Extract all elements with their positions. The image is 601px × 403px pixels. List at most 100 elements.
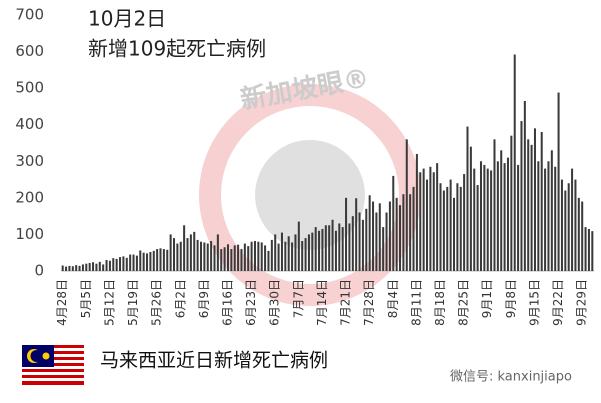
bar [587, 228, 590, 271]
x-tick-label: 9月1日 [480, 279, 494, 318]
bar [267, 250, 270, 271]
bar [348, 223, 351, 271]
bar [550, 150, 553, 271]
caption: 马来西亚近日新增死亡病例 [100, 350, 328, 372]
bar [98, 261, 101, 271]
bar [544, 168, 547, 271]
bar [368, 195, 371, 271]
bar [486, 168, 489, 271]
bar [253, 241, 256, 271]
bar [250, 241, 253, 271]
bar [284, 241, 287, 271]
bar [365, 208, 368, 271]
bar [571, 168, 574, 271]
x-tick-label: 9月8日 [504, 279, 518, 318]
bar [378, 203, 381, 271]
chart-subtitle: 新增109起死亡病例 [88, 37, 266, 61]
y-tick-label: 400 [15, 115, 44, 133]
bar [334, 230, 337, 271]
bar [92, 262, 95, 271]
bar [210, 241, 213, 271]
bar [473, 168, 476, 271]
bar [139, 250, 142, 271]
bar [530, 144, 533, 271]
bar [351, 216, 354, 271]
bar [560, 179, 563, 271]
bar [402, 194, 405, 271]
bar [280, 232, 283, 271]
bar [506, 157, 509, 271]
y-tick-label: 500 [15, 79, 44, 97]
y-tick-label: 600 [15, 42, 44, 60]
bar [385, 212, 388, 271]
bar [85, 263, 88, 271]
bar [166, 249, 169, 271]
bar [112, 258, 115, 271]
bar [388, 201, 391, 271]
x-tick-label: 5月19日 [126, 279, 140, 326]
x-tick-label: 5月26日 [150, 279, 164, 326]
bar [65, 266, 68, 271]
bar [537, 161, 540, 271]
x-tick-label: 8月18日 [433, 279, 447, 326]
bar [240, 249, 243, 271]
bar [149, 251, 152, 271]
bar [581, 201, 584, 271]
bar [122, 256, 125, 271]
bar [189, 234, 192, 271]
bar [442, 190, 445, 271]
bar [88, 262, 91, 271]
x-tick-label: 6月23日 [244, 279, 258, 326]
bar [591, 231, 594, 271]
bar [527, 139, 530, 271]
bar [142, 252, 145, 271]
bar [331, 219, 334, 271]
source: 微信号: kanxinjiapo [450, 370, 572, 385]
bar [436, 163, 439, 271]
bar [355, 198, 358, 271]
x-tick-label: 8月11日 [409, 279, 423, 326]
bar [230, 249, 233, 271]
x-tick-label: 6月9日 [197, 279, 211, 318]
bar [459, 186, 462, 271]
x-tick-label: 4月28日 [55, 279, 69, 326]
bar [324, 225, 327, 271]
y-tick-label: 200 [15, 188, 44, 206]
bar [291, 242, 294, 271]
x-tick-label: 5月12日 [102, 279, 116, 326]
bar [490, 170, 493, 271]
bar [520, 121, 523, 271]
bar [375, 212, 378, 271]
bar [186, 238, 189, 271]
bar [159, 248, 162, 271]
bar [108, 260, 111, 271]
bar [412, 186, 415, 271]
bar [287, 236, 290, 271]
x-tick-label: 8月4日 [386, 279, 400, 318]
bar [233, 245, 236, 271]
bar [466, 126, 469, 272]
bar [321, 228, 324, 271]
bar [257, 241, 260, 271]
bar [193, 231, 196, 271]
x-tick-label: 7月7日 [291, 279, 305, 318]
bar [115, 258, 118, 271]
bar [162, 249, 165, 271]
bar [513, 54, 516, 271]
bar [71, 266, 74, 271]
bar [358, 212, 361, 271]
bar [547, 161, 550, 271]
bar [392, 175, 395, 271]
bar [577, 197, 580, 271]
bar [223, 247, 226, 271]
bar [119, 257, 122, 271]
bar [574, 179, 577, 271]
y-tick-label: 300 [15, 152, 44, 170]
bar [419, 172, 422, 271]
bar [247, 246, 250, 271]
bar [567, 183, 570, 271]
bar [409, 194, 412, 271]
bar [61, 265, 64, 271]
bar [479, 161, 483, 271]
bar [179, 241, 182, 271]
